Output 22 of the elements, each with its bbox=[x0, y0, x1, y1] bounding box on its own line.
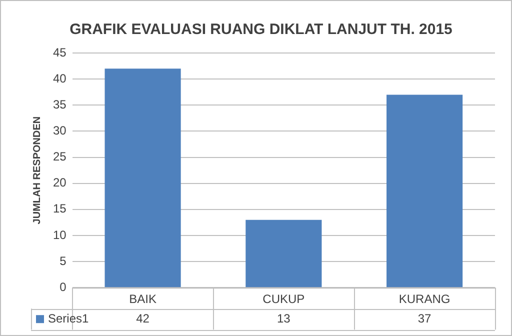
bar bbox=[386, 94, 463, 288]
bar bbox=[104, 68, 181, 288]
data-label: 42 bbox=[136, 311, 150, 326]
y-tick-label: 40 bbox=[52, 71, 67, 86]
data-label: 37 bbox=[418, 311, 432, 326]
y-tick-label: 45 bbox=[52, 45, 67, 60]
x-tick-label: BAIK bbox=[129, 292, 156, 306]
chart-title: GRAFIK EVALUASI RUANG DIKLAT LANJUT TH. 2015 bbox=[70, 21, 452, 38]
y-tick-label: 25 bbox=[52, 150, 67, 164]
y-tick-label: 15 bbox=[52, 202, 67, 216]
y-tick-label: 35 bbox=[52, 97, 67, 112]
data-label: 13 bbox=[276, 311, 291, 326]
y-tick-label: 0 bbox=[60, 280, 67, 294]
y-axis-title: JUMLAH RESPONDEN bbox=[32, 116, 43, 224]
y-tick-label: 20 bbox=[52, 176, 67, 190]
y-tick-label: 30 bbox=[52, 124, 67, 138]
y-tick-label: 10 bbox=[52, 228, 67, 242]
x-tick-label: KURANG bbox=[398, 292, 450, 306]
x-tick-label: CUKUP bbox=[262, 292, 305, 306]
legend-label: Series1 bbox=[48, 311, 90, 326]
bar bbox=[246, 220, 322, 288]
y-tick-label: 5 bbox=[60, 254, 67, 268]
